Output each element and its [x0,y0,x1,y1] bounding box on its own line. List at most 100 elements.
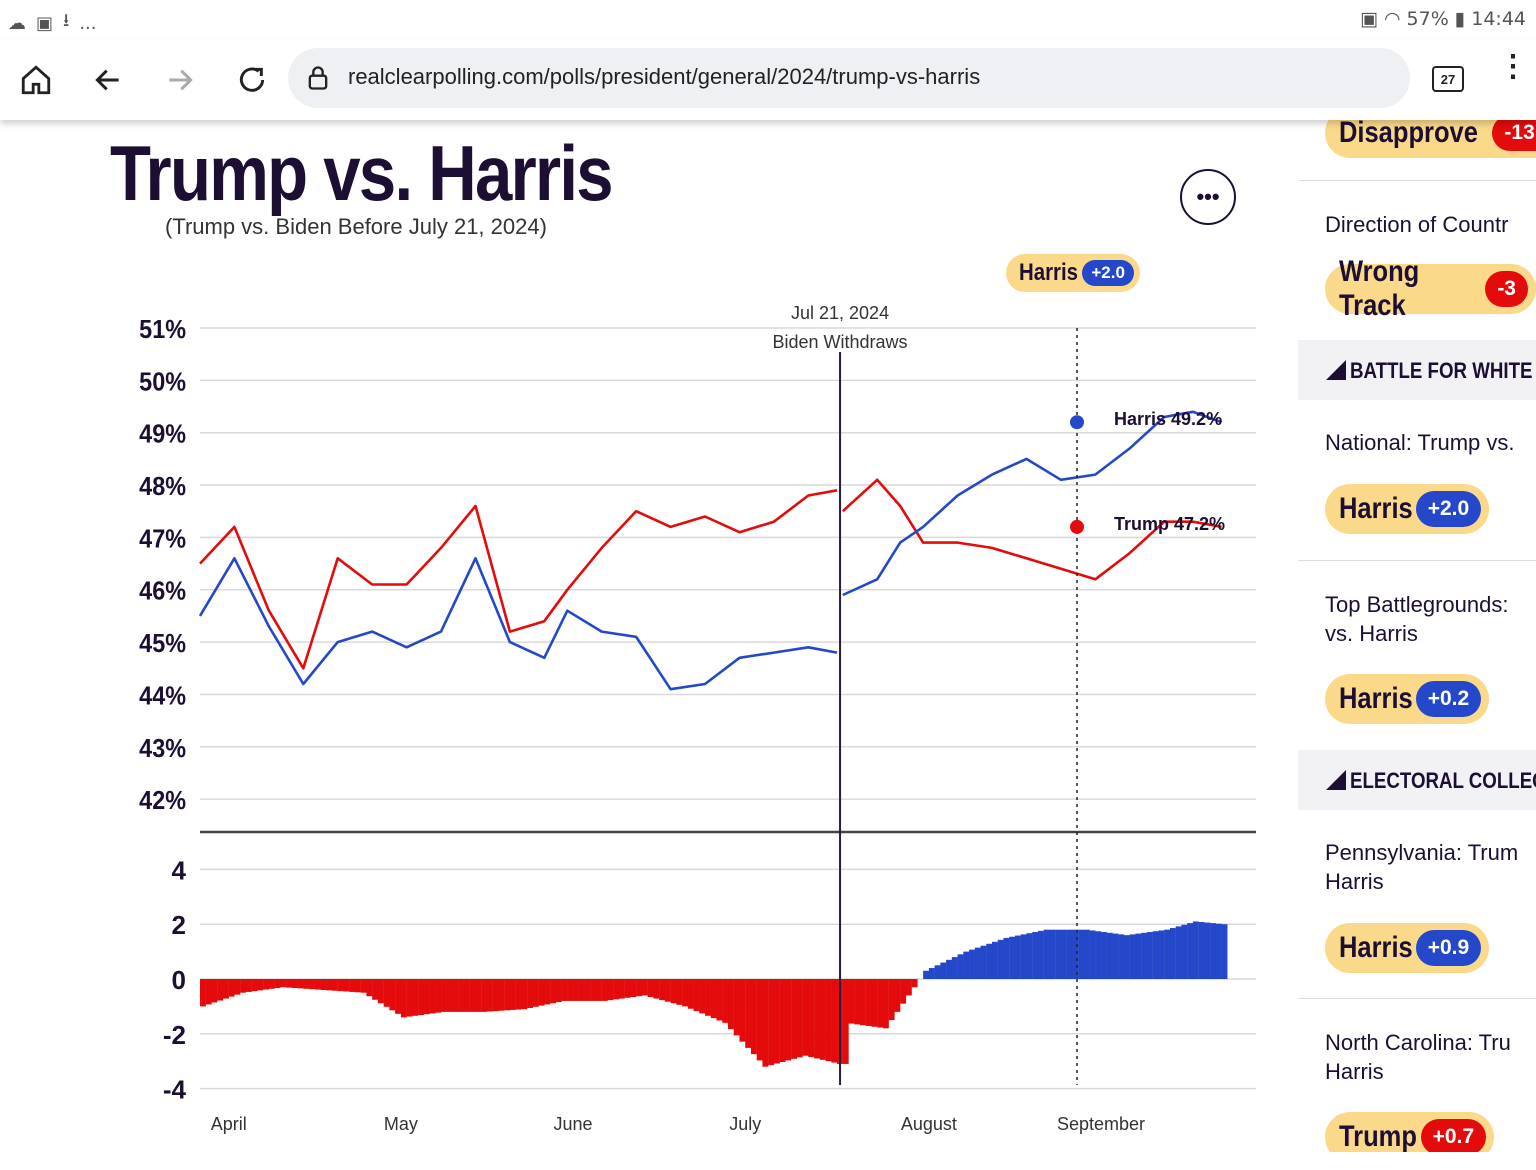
spread-bar [802,979,809,1056]
spread-bar [814,979,820,1059]
spread-bar [1129,934,1136,979]
spread-bar [963,951,970,979]
more-options-button[interactable]: ••• [1180,169,1236,225]
nc-pill[interactable]: Trump +0.7 [1325,1112,1495,1152]
spread-bar [1187,923,1194,979]
nc-name: Trump [1339,1120,1417,1152]
spread-bar [309,979,315,990]
y-tick-label: 48% [139,473,186,501]
url-text: realclearpolling.com/polls/president/gen… [348,64,981,89]
spread-bar [1003,937,1010,979]
forward-button[interactable] [158,58,202,102]
spread-bar [733,979,740,1036]
y-tick-label: 49% [139,421,186,449]
spread-bar [395,979,402,1014]
battleground-name: Harris [1339,682,1413,715]
spread-bar [722,979,729,1023]
spread-bar [728,979,734,1030]
nc-label-line1: North Carolina: Tru [1325,1030,1511,1055]
battleground-pill[interactable]: Harris +0.2 [1325,674,1490,724]
pa-pill[interactable]: Harris +0.9 [1325,923,1490,973]
spread-bar [429,979,436,1014]
home-button[interactable] [14,58,58,102]
spread-bar [888,979,895,1021]
pa-label-line1: Pennsylvania: Trum [1325,840,1519,865]
image-icon: ▣ [36,12,54,34]
spread-bar [756,979,763,1061]
direction-pill[interactable]: Wrong Track -3 [1325,255,1536,322]
spread-bar [435,979,442,1013]
spread-bar [992,941,998,979]
spread-bar [596,979,602,1001]
divider [1298,998,1536,999]
battleground-label-line1: Top Battlegrounds: [1325,592,1509,617]
tab-switcher-button[interactable]: 27 [1432,66,1464,92]
battleground-label[interactable]: Top Battlegrounds: vs. Harris [1325,590,1508,648]
y-tick-labels: 51% 50% 49% 48% 47% 46% 45% 44% 43% 42% 4 2 0 -2 -4 [139,316,186,1105]
spread-bar [234,979,241,995]
spread-bar [946,959,952,979]
national-label[interactable]: National: Trump vs. [1325,430,1515,455]
harris-line-segment [198,556,838,691]
event-date: Jul 21, 2024 [791,303,889,323]
series-lines [198,410,1223,691]
national-pill[interactable]: Harris +2.0 [1325,484,1490,534]
spread-bar [928,968,935,979]
spread-bar [1083,929,1090,979]
spread-bar [314,979,321,990]
weather-icon: ☁ [8,12,26,34]
spread-bar [980,945,987,979]
direction-name: Wrong Track [1339,255,1420,322]
spread-bar [860,979,866,1026]
spread-bar [527,979,534,1008]
reload-button[interactable] [230,58,274,102]
y-tick-label: 42% [139,787,186,815]
spread-bar [854,979,861,1025]
x-tick-labels: April May June July August September [211,1114,1145,1134]
spread-bar [630,979,637,998]
spread-bar [951,957,958,979]
spread-bar [406,979,413,1017]
wifi-icon: ◠ [1383,8,1401,30]
spread-bar [682,979,688,1007]
pa-label[interactable]: Pennsylvania: Trum Harris [1325,838,1518,896]
spread-bar [578,979,585,1001]
spread-bar [389,979,396,1011]
spread-bar [337,979,344,992]
spread-bar [469,979,476,1012]
spread-bar [900,979,907,1004]
spread-bar [550,979,556,1004]
address-bar[interactable]: realclearpolling.com/polls/president/gen… [288,48,1410,108]
x-tick-label: September [1057,1114,1145,1134]
battery-percent: 57% [1406,8,1449,30]
spread-bar [934,965,941,979]
spread-bar [268,979,275,989]
spread-bar [228,979,235,997]
spread-bar [349,979,356,992]
x-tick-label: July [729,1114,761,1134]
spread-bar [418,979,424,1016]
browser-menu-button[interactable]: ⋮ [1498,50,1528,83]
approval-pill[interactable]: Disapprove -13. [1325,120,1536,158]
section-title: ELECTORAL COLLEG [1350,768,1536,793]
spread-bar [1210,923,1216,979]
back-button[interactable] [86,58,130,102]
divider [1298,180,1536,181]
nc-label[interactable]: North Carolina: Tru Harris [1325,1028,1511,1086]
spread-bar [475,979,482,1012]
direction-label[interactable]: Direction of Countr [1325,212,1509,237]
spread-bar [762,979,769,1067]
spread-bar [326,979,333,991]
spread-bar [366,979,373,997]
spread-bar [1101,932,1107,979]
spread-bars [200,921,1228,1067]
spread-bar [819,979,826,1060]
spread-bar [217,979,224,1001]
spread-bar [200,979,206,1007]
spread-bar [768,979,775,1066]
spread-bar [504,979,511,1011]
section-title: BATTLE FOR WHITE [1350,358,1533,383]
spread-bar [785,979,792,1061]
harris-line-segment [842,410,1223,597]
spread-bar [1175,926,1182,979]
